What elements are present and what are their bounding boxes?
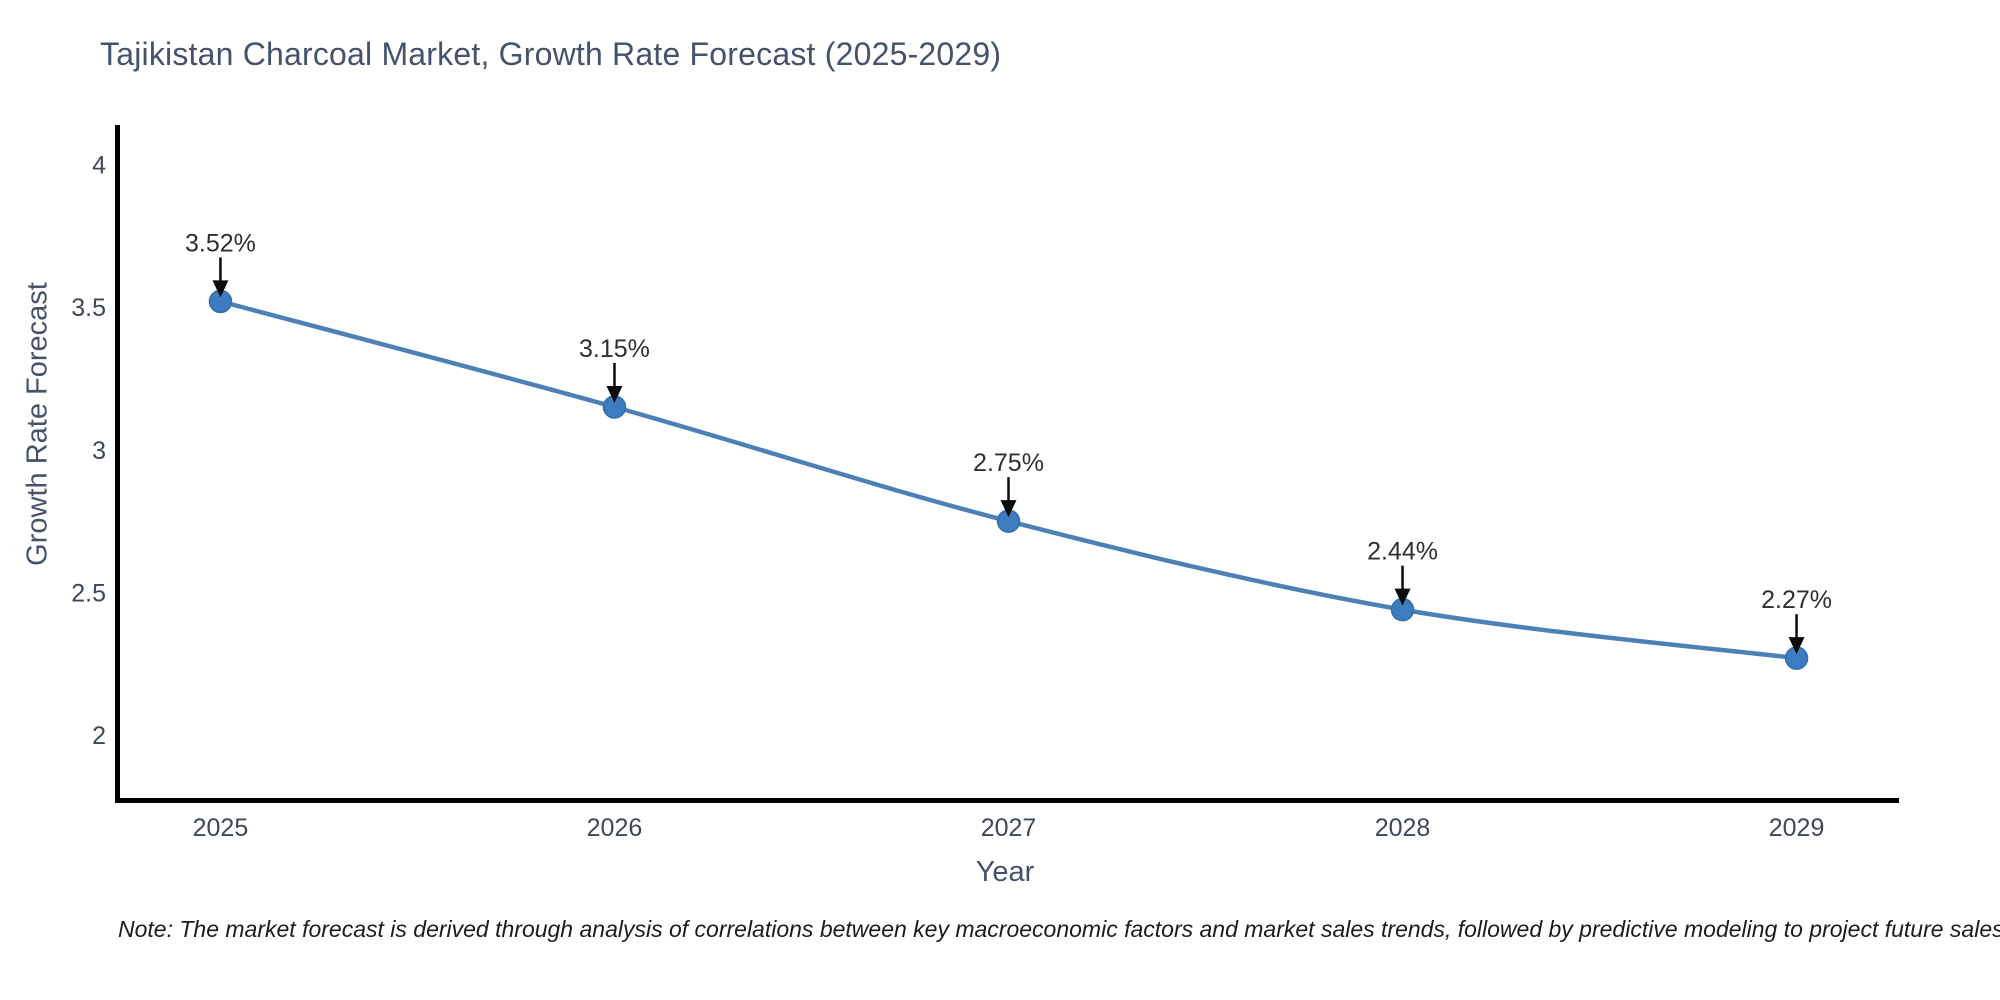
data-point-label: 2.44% <box>1367 538 1438 566</box>
annotation-arrow-head <box>606 385 623 403</box>
y-axis-spine <box>115 125 120 803</box>
y-tick-label: 2.5 <box>71 580 106 608</box>
footnote: Note: The market forecast is derived thr… <box>118 916 2000 942</box>
y-tick-label: 3.5 <box>71 294 106 322</box>
annotation-arrow-head <box>212 280 229 298</box>
chart-title: Tajikistan Charcoal Market, Growth Rate … <box>100 36 1002 72</box>
data-point-label: 3.52% <box>185 229 256 257</box>
annotation-arrow-head <box>1788 637 1805 655</box>
data-point-label: 3.15% <box>579 335 650 363</box>
data-point-label: 2.75% <box>973 449 1044 477</box>
y-tick-label: 4 <box>92 151 106 179</box>
x-tick-label: 2027 <box>981 814 1037 842</box>
x-axis-title: Year <box>975 856 1035 888</box>
annotation-arrow-head <box>1394 588 1411 606</box>
x-tick-label: 2028 <box>1375 814 1431 842</box>
x-tick-label: 2026 <box>587 814 643 842</box>
x-tick-label: 2029 <box>1769 814 1825 842</box>
x-tick-label: 2025 <box>193 814 249 842</box>
y-tick-label: 3 <box>92 437 106 465</box>
y-tick-label: 2 <box>92 722 106 750</box>
annotation-arrow-head <box>1000 500 1017 518</box>
x-axis-spine <box>115 798 1899 803</box>
data-point-label: 2.27% <box>1761 586 1832 614</box>
